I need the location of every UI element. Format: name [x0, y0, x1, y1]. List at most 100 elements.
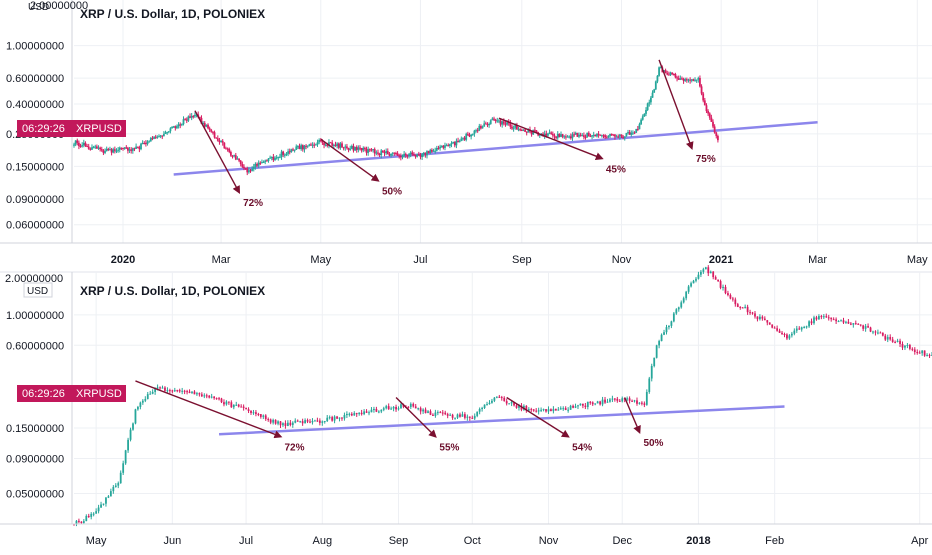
candle-body — [625, 132, 628, 137]
candle-body — [107, 148, 110, 150]
candle-body — [385, 151, 388, 154]
candle-body — [107, 496, 110, 498]
candle-body — [289, 422, 292, 425]
candle-body — [547, 409, 550, 412]
candle-body — [373, 408, 375, 410]
candle-body — [710, 117, 713, 122]
candle-body — [406, 154, 409, 157]
candle-body — [81, 145, 84, 147]
candle-body — [104, 151, 106, 153]
candle-body — [279, 421, 282, 426]
candle-body — [879, 332, 882, 334]
top-price-label: 2.00000000 — [5, 273, 63, 285]
candle-body — [599, 401, 602, 405]
candle-body — [613, 398, 616, 400]
candle-body — [176, 390, 179, 392]
candle-body — [501, 121, 504, 125]
candle-body — [462, 137, 464, 139]
candle-body — [717, 136, 719, 141]
candle-body — [667, 74, 670, 76]
candle-body — [97, 507, 100, 512]
candle-body — [628, 132, 631, 135]
candle-body — [414, 155, 417, 157]
candle-body — [151, 138, 154, 140]
candle-body — [424, 409, 427, 414]
candle-body — [751, 312, 754, 314]
candle-body — [318, 140, 321, 143]
x-tick-label: Oct — [464, 535, 481, 547]
candle-body — [604, 399, 606, 403]
candle-body — [132, 423, 134, 430]
candle-body — [154, 388, 157, 392]
candle-body — [607, 136, 610, 138]
candle-body — [847, 321, 850, 324]
candle-body — [668, 325, 670, 328]
candle-body — [137, 406, 139, 410]
candle-body — [638, 402, 641, 404]
candle-body — [618, 134, 621, 137]
candle-body — [714, 277, 717, 280]
candle-body — [719, 281, 722, 288]
candle-body — [169, 128, 172, 132]
candle-body — [296, 420, 299, 422]
candle-body — [189, 116, 191, 118]
candle-body — [162, 133, 165, 137]
candle-body — [143, 143, 146, 145]
candle-body — [734, 299, 737, 305]
candle-body — [505, 401, 508, 404]
candle-body — [372, 149, 374, 151]
candle-body — [886, 337, 889, 340]
candle-body — [272, 419, 275, 423]
drop-percent-label: 75% — [696, 154, 716, 165]
candle-body — [362, 147, 365, 151]
candle-body — [205, 124, 208, 127]
candle-body — [140, 143, 142, 150]
candle-body — [240, 406, 243, 408]
candle-body — [360, 147, 363, 151]
candle-body — [596, 401, 599, 404]
candle-body — [460, 138, 463, 141]
candles-layer — [73, 265, 932, 527]
candle-body — [341, 417, 343, 419]
candle-body — [243, 166, 245, 169]
candle-body — [832, 319, 835, 321]
y-tick-label: 0.60000000 — [6, 340, 64, 352]
candle-body — [709, 271, 712, 274]
candle-body — [185, 119, 188, 121]
candle-body — [235, 404, 238, 406]
candle-body — [756, 316, 759, 320]
candle-body — [186, 391, 188, 393]
candle-body — [476, 411, 479, 416]
candle-body — [717, 279, 720, 282]
candle-body — [458, 140, 461, 142]
candle-body — [599, 134, 602, 136]
drop-arrow — [320, 138, 380, 182]
candle-body — [226, 148, 229, 150]
candle-body — [891, 339, 894, 342]
candle-body — [476, 130, 479, 132]
x-axis-ticks: May Jun Jul Aug Sep Oct Nov Dec 2018 Feb Apr — [86, 535, 929, 547]
x-tick-label: Dec — [612, 535, 632, 547]
candle-body — [357, 147, 360, 150]
candle-body — [234, 155, 237, 160]
candle-body — [102, 503, 105, 505]
candle-body — [600, 135, 603, 137]
candle-body — [198, 393, 201, 395]
candle-body — [632, 132, 634, 134]
candle-body — [392, 406, 395, 409]
candle-body — [125, 147, 128, 149]
candle-body — [906, 344, 909, 346]
candle-body — [663, 332, 665, 335]
candle-body — [535, 130, 538, 133]
candle-body — [783, 334, 786, 336]
candle-body — [141, 400, 144, 403]
candle-body — [815, 317, 818, 320]
usd-label: USD — [28, 2, 49, 13]
candle-body — [739, 306, 742, 308]
candle-body — [689, 79, 692, 81]
candle-body — [282, 423, 284, 426]
candle-body — [558, 133, 561, 137]
candle-body — [223, 142, 226, 149]
candle-body — [293, 149, 296, 151]
y-tick-label: 0.15000000 — [6, 161, 64, 173]
